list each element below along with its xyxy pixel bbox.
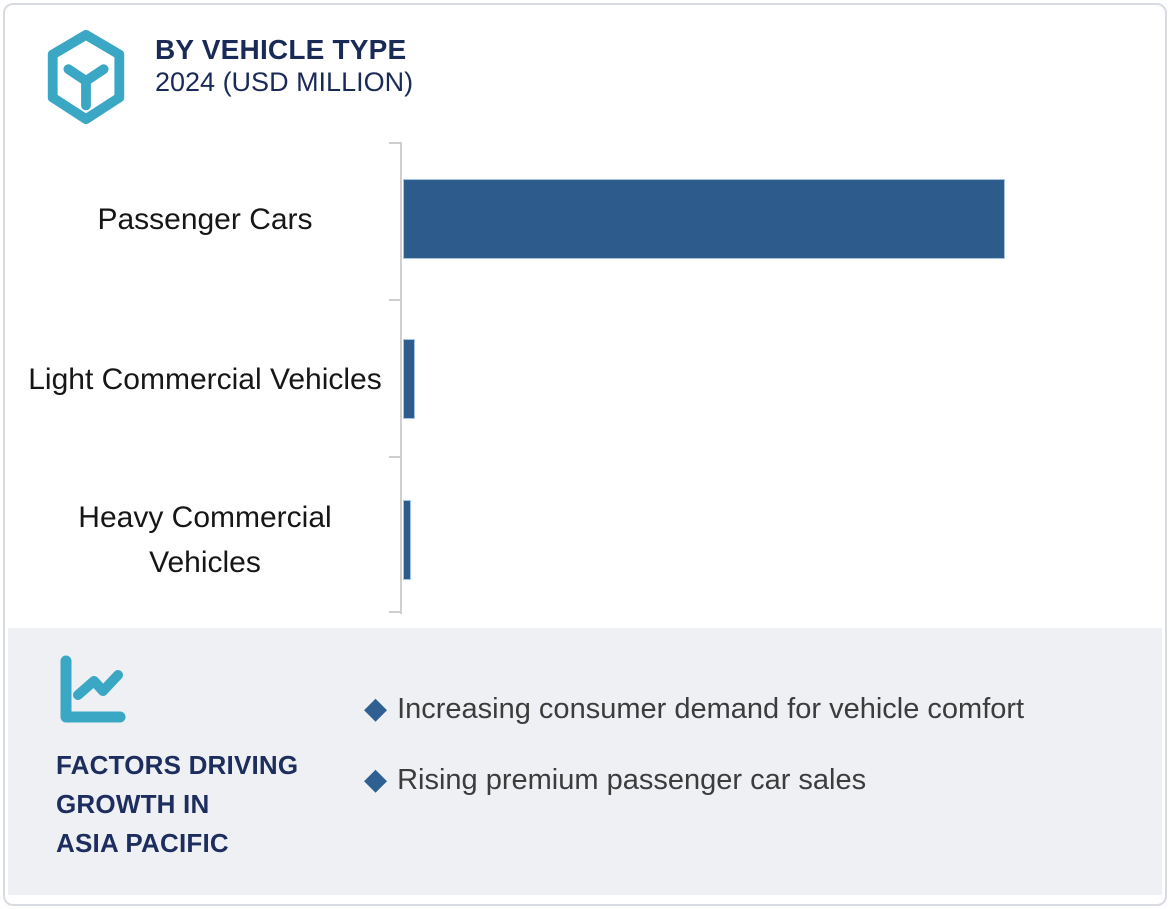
factors-heading: FACTORS DRIVING GROWTH IN ASIA PACIFIC — [56, 750, 299, 858]
bar-heavy-commercial-vehicles — [403, 500, 411, 580]
chart-title: BY VEHICLE TYPE — [155, 34, 407, 65]
hexagon-cube-icon — [47, 30, 125, 124]
category-label: Light Commercial Vehicles — [28, 362, 382, 396]
axis-tick — [389, 299, 402, 301]
bullet-text: Increasing consumer demand for vehicle c… — [397, 693, 1025, 725]
bar-row: Light Commercial Vehicles — [0, 339, 1170, 419]
line-chart-icon — [60, 655, 126, 723]
bar-row: Passenger Cars — [0, 179, 1170, 259]
axis-tick — [389, 142, 402, 144]
axis-tick — [389, 611, 402, 613]
factors-panel: FACTORS DRIVING GROWTH IN ASIA PACIFIC ◆… — [8, 628, 1162, 895]
diamond-bullet-icon: ◆ — [364, 763, 388, 796]
list-item: ◆ Rising premium passenger car sales — [364, 755, 1064, 805]
category-label: Passenger Cars — [97, 202, 313, 236]
factors-bullet-list: ◆ Increasing consumer demand for vehicle… — [364, 684, 1064, 826]
bullet-text: Rising premium passenger car sales — [397, 764, 867, 796]
bar-row: Heavy Commercial Vehicles — [0, 500, 1170, 580]
category-label: Heavy Commercial Vehicles — [78, 501, 332, 579]
axis-tick — [389, 456, 402, 458]
y-axis-line — [400, 142, 402, 614]
chart-subtitle: 2024 (USD MILLION) — [155, 67, 414, 97]
bar-passenger-cars — [403, 179, 1005, 259]
list-item: ◆ Increasing consumer demand for vehicle… — [364, 684, 1064, 734]
bar-light-commercial-vehicles — [403, 339, 415, 419]
diamond-bullet-icon: ◆ — [364, 692, 388, 725]
